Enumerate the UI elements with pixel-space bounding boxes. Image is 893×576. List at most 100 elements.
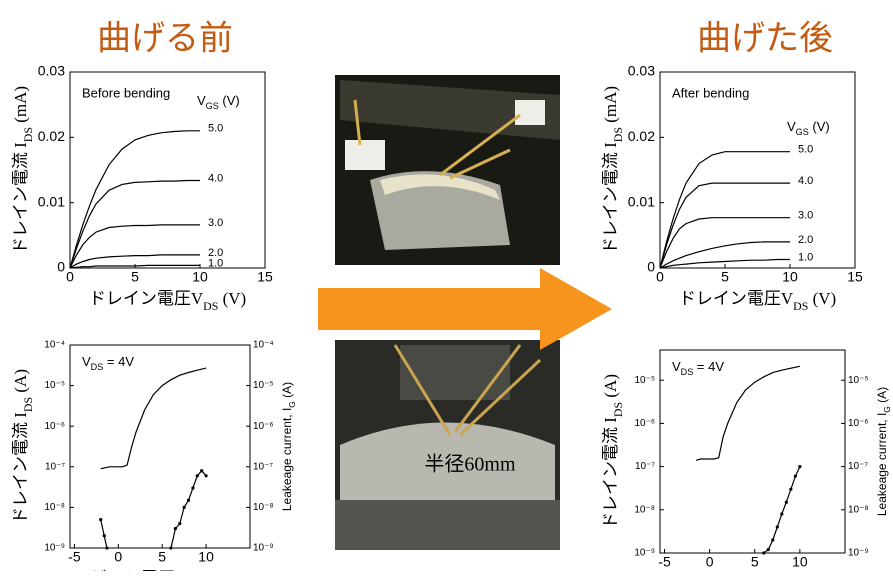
annotation-main: V	[672, 359, 681, 374]
y-tick-label: 10⁻⁷	[635, 461, 655, 472]
x-axis-label: ドレイン電圧VDS (V)	[679, 289, 836, 313]
x-axis-label-tail: (V)	[218, 289, 246, 308]
y-axis-label: ドレイン電流 IDS (A)	[601, 374, 625, 529]
x-axis-label-sub: DS	[793, 299, 808, 313]
y-axis-label-tail: (A)	[601, 374, 620, 402]
series-label: 1.0	[798, 251, 813, 263]
series-label: 4.0	[208, 172, 223, 184]
annotation-tail: = 4V	[693, 359, 724, 374]
y2-tick-label: 10⁻⁹	[253, 543, 274, 554]
annotation: VDS = 4V	[82, 354, 134, 372]
x-axis-label: ドレイン電圧VDS (V)	[89, 289, 246, 313]
y-axis-label-tail: (A)	[11, 369, 30, 397]
y2-tick-label: 10⁻⁶	[848, 418, 869, 429]
y2-axis-label-tail: (A)	[280, 382, 294, 401]
y-axis-label-main: ドレイン電流 I	[11, 142, 30, 254]
x-tick-label: 5	[751, 554, 759, 570]
page: 曲げる前 曲げた後 半径60mm 0 5 10 15 0 0.01 0.02 0.03 ドレイン…	[0, 0, 893, 576]
photo-top	[335, 75, 560, 265]
y2-tick-label: 10⁻⁷	[848, 461, 868, 472]
y-tick-label: 10⁻⁷	[45, 461, 65, 472]
legend-title-tail: (V)	[809, 119, 830, 134]
y-axis-label-tail: (mA)	[601, 86, 620, 127]
x-tick-label: 10	[792, 554, 808, 570]
y-axis-label-sub: DS	[611, 127, 625, 142]
y-axis-label-sub: DS	[21, 397, 35, 412]
x-tick-label: 5	[131, 269, 139, 285]
y2-axis-label: Leakeage current, IG (A)	[280, 382, 297, 511]
y-tick-label: 10⁻⁹	[44, 543, 65, 554]
legend-title-tail: (V)	[219, 93, 240, 108]
legend-title: VGS (V)	[197, 93, 240, 111]
annotation-tail: = 4V	[103, 354, 134, 369]
plot-frame	[660, 350, 845, 553]
figure: 曲げる前 曲げた後 半径60mm 0 5 10 15 0 0.01 0.02 0.03 ドレイン…	[0, 0, 893, 571]
y-axis-label-sub: DS	[611, 402, 625, 417]
series-label: 5.0	[798, 144, 813, 156]
heading-after: 曲げた後	[697, 19, 833, 59]
y2-tick-label: 10⁻⁵	[253, 380, 274, 391]
x-tick-label: 10	[192, 269, 208, 285]
y-tick-label: 0.01	[628, 193, 655, 209]
x-tick-label: 0	[114, 549, 122, 565]
y-tick-label: 0	[57, 259, 65, 275]
photo-bottom: 半径60mm	[335, 340, 560, 550]
x-tick-label: 0	[706, 554, 714, 570]
x-axis-label-tail: (V)	[808, 289, 836, 308]
y-tick-label: 0.02	[38, 128, 65, 144]
y-axis-label-sub: DS	[21, 127, 35, 142]
y2-axis-label-tail: (A)	[875, 387, 889, 406]
series-line	[660, 183, 790, 268]
y2-axis-label: Leakeage current, IG (A)	[875, 387, 892, 516]
legend-title-sub: GS	[796, 127, 809, 137]
series-line	[764, 467, 800, 553]
y-tick-label: 10⁻⁶	[44, 421, 65, 432]
x-tick-label: 5	[158, 549, 166, 565]
legend-title-main: V	[197, 93, 206, 108]
series-label: 3.0	[798, 210, 813, 222]
y-tick-label: 0.03	[38, 63, 65, 79]
series-line	[660, 218, 790, 268]
heading-before: 曲げる前	[97, 19, 233, 59]
y2-axis-label-main: Leakeage current, I	[280, 408, 294, 511]
x-tick-label: 0	[656, 269, 664, 285]
y2-tick-label: 10⁻⁴	[253, 340, 274, 351]
y-axis-label-main: ドレイン電流 I	[11, 412, 30, 524]
y-axis-label-main: ドレイン電流 I	[601, 142, 620, 254]
x-tick-label: 15	[847, 269, 863, 285]
series-label: 2.0	[798, 234, 813, 246]
x-axis-label-sub: DS	[203, 299, 218, 313]
legend-title-main: V	[787, 119, 796, 134]
y-axis-label: ドレイン電流 IDS (mA)	[601, 86, 625, 254]
y-tick-label: 10⁻⁵	[634, 375, 655, 386]
x-axis-label-main: ドレイン電圧V	[679, 289, 794, 308]
y-tick-label: 10⁻⁵	[44, 380, 65, 391]
x-tick-label: 0	[66, 269, 74, 285]
series-label: 5.0	[208, 123, 223, 135]
y-axis-label-tail: (mA)	[11, 86, 30, 127]
y2-tick-label: 10⁻⁸	[253, 502, 274, 513]
series-line	[70, 131, 200, 268]
y2-tick-label: 10⁻⁸	[848, 504, 869, 515]
y-tick-label: 10⁻⁸	[44, 502, 65, 513]
x-tick-label: 15	[257, 269, 273, 285]
y-tick-label: 0	[647, 259, 655, 275]
annotation-sub: DS	[91, 362, 104, 372]
annotation: Before bending	[82, 85, 170, 100]
series-label: 3.0	[208, 217, 223, 229]
annotation: VDS = 4V	[672, 359, 724, 377]
y-tick-label: 10⁻⁶	[634, 418, 655, 429]
y-tick-label: 0.02	[628, 128, 655, 144]
series-line	[101, 368, 206, 469]
series-label: 4.0	[798, 175, 813, 187]
y-tick-label: 0.01	[38, 193, 65, 209]
annotation: After bending	[672, 85, 749, 100]
series-label: 1.0	[208, 257, 223, 269]
series-line	[70, 225, 200, 268]
y2-tick-label: 10⁻⁹	[848, 548, 869, 559]
y2-tick-label: 10⁻⁷	[253, 461, 273, 472]
arrow	[318, 268, 612, 350]
x-tick-label: 5	[721, 269, 729, 285]
plot-frame	[70, 345, 250, 548]
y-tick-label: 10⁻⁹	[634, 548, 655, 559]
